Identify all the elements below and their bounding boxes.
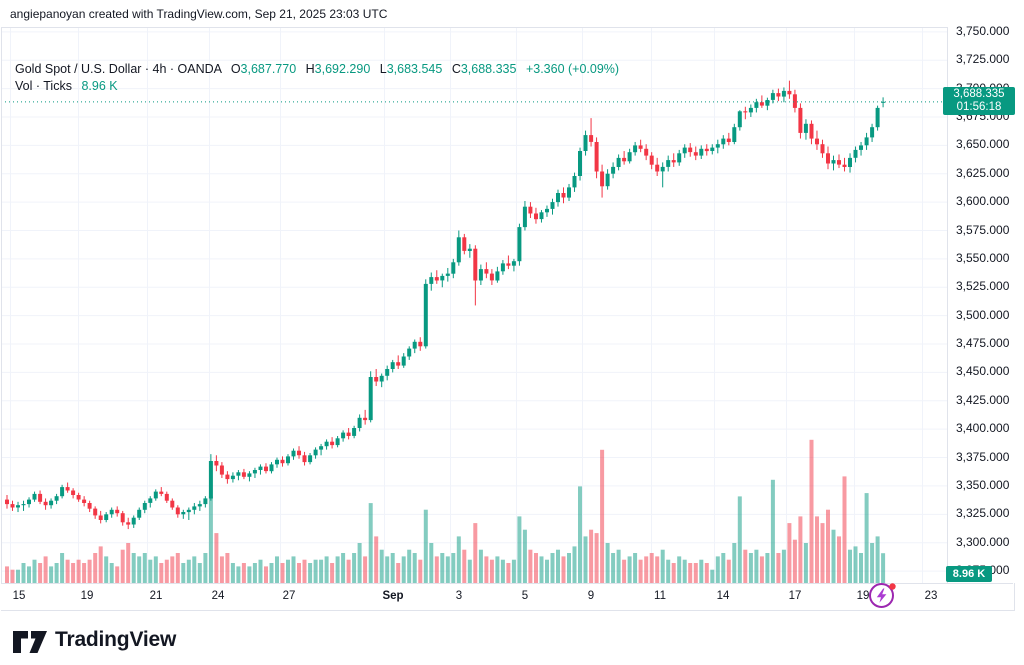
spark-boost-icon[interactable] — [868, 581, 897, 610]
time-tick-label: 17 — [788, 590, 802, 602]
time-axis[interactable]: 15 19 21 24 27 Sep 3 5 9 11 14 17 19 23 — [1, 583, 1013, 610]
last-price-value: 3,688.335 — [953, 87, 1005, 100]
low-value: 3,683.545 — [386, 62, 443, 76]
legend-symbol-row: Gold Spot / U.S. Dollar · 4h · OANDA O3,… — [15, 61, 619, 78]
close-label: C — [451, 62, 461, 76]
time-tick-label: 19 — [80, 590, 94, 602]
open-label: O — [230, 62, 241, 76]
last-price-badge: 3,688.335 01:56:18 — [943, 86, 1015, 115]
volume-study-label[interactable]: Vol · Ticks — [15, 79, 72, 93]
attribution-text: angiepanoyan created with TradingView.co… — [10, 7, 388, 21]
time-tick-label: 9 — [587, 590, 595, 602]
high-value: 3,692.290 — [314, 62, 371, 76]
price-tick-label: 3,550.000 — [956, 250, 1010, 265]
time-tick-label: 15 — [12, 590, 26, 602]
price-tick-label: 3,625.000 — [956, 165, 1010, 180]
price-tick-label: 3,500.000 — [956, 307, 1010, 322]
time-tick-label: 21 — [149, 590, 163, 602]
price-tick-label: 3,475.000 — [956, 336, 1010, 351]
price-tick-label: 3,300.000 — [956, 534, 1010, 549]
tradingview-logo-text: TradingView — [55, 628, 177, 651]
time-tick-label: 24 — [211, 590, 225, 602]
price-tick-label: 3,600.000 — [956, 194, 1010, 209]
bar-countdown: 01:56:18 — [956, 100, 1002, 113]
time-tick-label: 3 — [455, 590, 463, 602]
chart-canvas[interactable]: Gold Spot / U.S. Dollar · 4h · OANDA O3,… — [1, 27, 1015, 611]
tradingview-logo-mark — [13, 631, 47, 653]
time-tick-label: 27 — [282, 590, 296, 602]
open-value: 3,687.770 — [240, 62, 297, 76]
price-chart-plot[interactable] — [2, 28, 948, 610]
price-tick-label: 3,350.000 — [956, 477, 1010, 492]
time-tick-label: 19 — [856, 590, 870, 602]
lightning-bolt-icon — [876, 588, 887, 603]
price-tick-label: 3,650.000 — [956, 137, 1010, 152]
volume-badge: 8.96 K — [946, 566, 992, 582]
change-value: +3.360 (+0.09%) — [525, 62, 620, 76]
price-tick-label: 3,400.000 — [956, 421, 1010, 436]
symbol-title[interactable]: Gold Spot / U.S. Dollar · 4h · OANDA — [15, 62, 222, 76]
price-tick-label: 3,725.000 — [956, 52, 1010, 67]
time-tick-label: 23 — [924, 590, 938, 602]
alert-dot — [889, 583, 896, 590]
time-tick-label: Sep — [382, 590, 404, 602]
tradingview-logo[interactable]: TradingView — [13, 625, 176, 655]
price-tick-label: 3,375.000 — [956, 449, 1010, 464]
low-label: L — [379, 62, 387, 76]
close-value: 3,688.335 — [460, 62, 517, 76]
volume-study-value: 8.96 K — [81, 79, 118, 93]
price-tick-label: 3,750.000 — [956, 23, 1010, 38]
time-tick-label: 5 — [521, 590, 529, 602]
price-tick-label: 3,525.000 — [956, 279, 1010, 294]
time-tick-label: 11 — [654, 590, 666, 602]
high-label: H — [305, 62, 315, 76]
price-axis[interactable]: 3,275.0003,300.0003,325.0003,350.0003,37… — [943, 23, 1015, 583]
price-tick-label: 3,425.000 — [956, 392, 1010, 407]
legend-volume-row: Vol · Ticks 8.96 K — [15, 78, 619, 95]
price-tick-label: 3,575.000 — [956, 222, 1010, 237]
price-tick-label: 3,450.000 — [956, 364, 1010, 379]
time-tick-label: 14 — [716, 590, 730, 602]
price-tick-label: 3,325.000 — [956, 506, 1010, 521]
symbol-legend: Gold Spot / U.S. Dollar · 4h · OANDA O3,… — [15, 61, 619, 95]
